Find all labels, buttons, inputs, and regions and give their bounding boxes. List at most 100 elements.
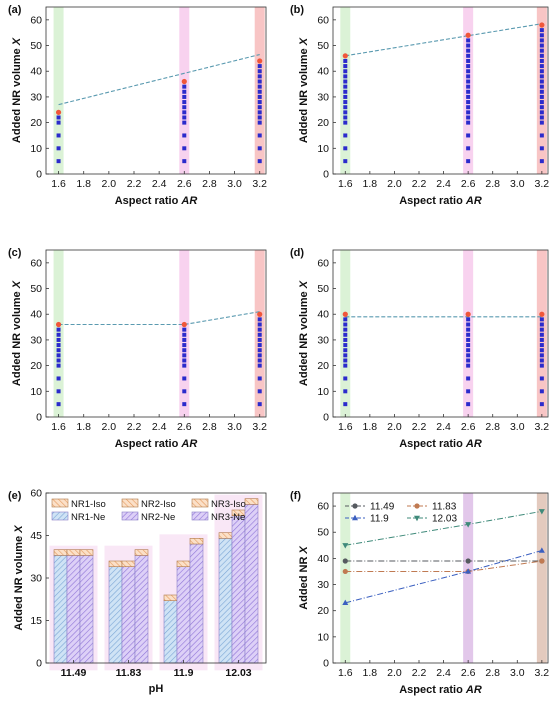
max-point [539, 22, 545, 28]
data-point [466, 133, 471, 138]
panel-a: (a) 1.6 1.8 2.0 2.2 2.4 2.6 2.8 3.0 3.2 0 10 20 30 40 5… [8, 4, 267, 207]
data-point [343, 100, 348, 105]
data-point [539, 38, 544, 43]
legend-label: NR1-Iso [71, 499, 106, 510]
y-axis-label: Added NR X [298, 546, 310, 610]
x-tick-label: 2.6 [177, 178, 192, 190]
legend-label: NR2-Iso [141, 499, 176, 510]
data-point [343, 376, 348, 381]
max-point [181, 321, 187, 328]
data-point [56, 159, 61, 164]
data-point [466, 105, 471, 110]
data-point [56, 376, 61, 381]
max-point [55, 321, 62, 328]
data-point [182, 89, 187, 94]
data-point [466, 94, 471, 99]
x-tick-label: 2.4 [152, 421, 167, 433]
trend-line [58, 311, 260, 326]
data-point [257, 94, 262, 99]
panel-f: (f) 11.49 11.83 11.9 12.03 1.6 1.8 2.0 2.2 2.4 2.6… [290, 490, 549, 696]
data-point [539, 89, 544, 94]
y-tick-label: 0 [323, 658, 329, 670]
data-point [539, 115, 544, 120]
data-point [466, 38, 471, 43]
legend-label: NR3-Iso [211, 499, 246, 510]
data-point [539, 33, 544, 38]
bar-nr1-iso [218, 532, 233, 539]
data-point [343, 353, 348, 358]
y-tick-label: 45 [30, 530, 42, 542]
data-point [56, 363, 61, 368]
data-point [257, 317, 262, 322]
panel-label: (e) [8, 490, 22, 502]
bar-nr1-ne [218, 538, 233, 664]
x-axis-label: pH [149, 683, 164, 695]
data-point [539, 332, 544, 337]
y-tick-label: 15 [30, 615, 42, 627]
y-tick-label: 40 [317, 553, 329, 565]
data-marker [538, 509, 545, 515]
data-point [182, 327, 187, 332]
data-point [539, 100, 544, 105]
bar-nr2-ne [176, 566, 191, 664]
data-point [182, 84, 187, 89]
bar-nr1-ne [163, 600, 178, 664]
data-point [466, 389, 471, 394]
legend-label: 11.9 [370, 514, 389, 525]
max-point [465, 311, 471, 317]
highlight-band [536, 493, 547, 663]
data-point [182, 332, 187, 337]
data-marker [538, 547, 545, 553]
data-point [257, 348, 262, 353]
data-point [182, 353, 187, 358]
y-tick-label: 30 [30, 334, 42, 346]
data-point [539, 402, 544, 407]
y-axis-label: Added NR volume X [11, 280, 23, 386]
data-point [539, 159, 544, 164]
data-point [182, 120, 187, 125]
x-category-label: 11.49 [61, 667, 87, 679]
max-point [257, 311, 263, 317]
data-point [539, 94, 544, 99]
y-axis-label: Added NR volume X [11, 37, 23, 143]
bar-nr3-ne [79, 555, 94, 664]
y-tick-label: 0 [36, 412, 42, 424]
data-point [182, 100, 187, 105]
max-point [342, 311, 348, 317]
bar-nr1-ne [108, 566, 123, 664]
x-tick-label: 3.0 [227, 421, 242, 433]
data-point [257, 389, 262, 394]
data-point [539, 337, 544, 342]
x-tick-label: 1.8 [363, 667, 378, 679]
trend-line [345, 23, 542, 57]
x-tick-label: 3.2 [535, 178, 550, 190]
data-point [466, 64, 471, 69]
data-point [343, 146, 348, 151]
x-tick-label: 2.0 [387, 178, 402, 190]
plot-frame [45, 249, 267, 418]
y-tick-label: 40 [30, 66, 42, 78]
x-tick-label: 2.4 [436, 421, 451, 433]
data-point [539, 353, 544, 358]
y-tick-label: 30 [317, 91, 329, 103]
data-point [343, 317, 348, 322]
max-point [465, 32, 471, 38]
y-tick-label: 0 [36, 169, 42, 181]
data-point [257, 133, 262, 138]
data-point [466, 84, 471, 89]
x-axis-label: Aspect ratio AR [399, 438, 482, 450]
data-point [343, 343, 348, 348]
series-line [345, 560, 542, 572]
data-point [257, 110, 262, 115]
data-point [539, 28, 544, 33]
legend-swatch [191, 511, 209, 521]
x-tick-label: 3.0 [227, 178, 242, 190]
data-point [466, 100, 471, 105]
data-point [257, 79, 262, 84]
bar-nr3-ne [244, 504, 259, 664]
data-point [466, 53, 471, 58]
data-point [343, 159, 348, 164]
data-point [257, 74, 262, 79]
y-tick-label: 40 [30, 309, 42, 321]
data-point [56, 343, 61, 348]
